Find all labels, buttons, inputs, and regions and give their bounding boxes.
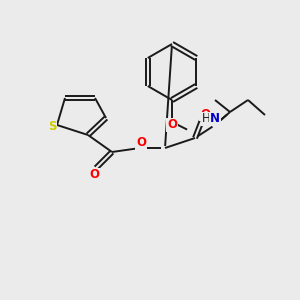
Text: O: O bbox=[89, 169, 99, 182]
Text: O: O bbox=[200, 107, 210, 121]
Text: H: H bbox=[202, 112, 210, 125]
Text: O: O bbox=[167, 118, 177, 131]
Text: N: N bbox=[210, 112, 220, 125]
Text: O: O bbox=[136, 136, 146, 149]
Text: S: S bbox=[48, 119, 56, 133]
